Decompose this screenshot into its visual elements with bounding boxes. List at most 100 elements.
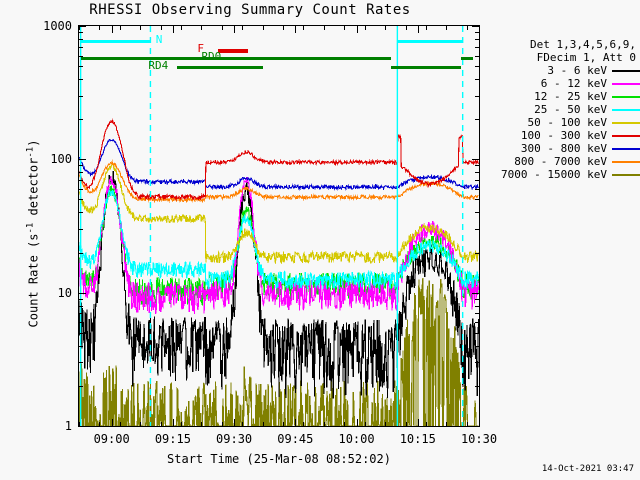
legend-item: 12 - 25 keV	[492, 90, 640, 103]
legend-item-label: 7000 - 15000 keV	[501, 168, 607, 181]
legend-item-label: 300 - 800 keV	[520, 142, 607, 155]
y-tick-label: 100	[50, 152, 72, 167]
legend-color-swatch	[612, 160, 640, 163]
x-tick-minor-top	[283, 26, 285, 30]
page-title: RHESSI Observing Summary Count Rates	[89, 2, 411, 18]
legend-item: 300 - 800 keV	[492, 142, 640, 155]
y-tick-minor-right	[475, 362, 479, 364]
x-tick-major	[295, 419, 297, 426]
y-tick-minor	[79, 362, 83, 364]
x-tick-minor-top	[181, 26, 183, 30]
y-tick-minor	[79, 66, 83, 68]
x-tick-minor-top	[201, 26, 203, 30]
series-line	[79, 159, 479, 204]
legend-header-line-2: FDecim 1, Att 0	[536, 51, 636, 64]
x-tick-major-top	[172, 26, 174, 33]
y-tick-minor-right	[475, 298, 479, 300]
x-tick-minor	[466, 422, 468, 426]
legend-header-line-1: Det 1,3,4,5,6,9,	[530, 38, 636, 51]
y-tick-minor	[79, 179, 83, 181]
x-tick-minor	[283, 422, 285, 426]
y-tick-minor-right	[475, 165, 479, 167]
x-tick-major	[234, 419, 236, 426]
x-tick-minor-top	[323, 26, 325, 30]
y-tick-minor	[79, 188, 83, 190]
x-tick-minor	[405, 422, 407, 426]
legend-item: 100 - 300 keV	[492, 129, 640, 142]
rd4-bar-left	[176, 66, 263, 69]
x-tick-minor	[221, 422, 223, 426]
legend-item-label: 25 - 50 keV	[534, 103, 607, 116]
x-tick-label: 09:30	[216, 432, 253, 446]
y-tick-minor	[79, 46, 83, 48]
x-tick-minor-top	[99, 26, 101, 30]
flare-bar	[217, 49, 249, 53]
plot-area	[79, 26, 479, 426]
y-tick-minor	[79, 95, 83, 97]
legend-color-swatch	[612, 82, 640, 85]
legend-item: 3 - 6 keV	[492, 64, 640, 77]
y-tick-major	[79, 426, 86, 427]
x-tick-minor	[385, 422, 387, 426]
y-tick-minor	[79, 38, 83, 40]
legend-item: 6 - 12 keV	[492, 77, 640, 90]
y-tick-minor-right	[475, 172, 479, 174]
flare-label: F	[197, 42, 204, 55]
x-tick-minor	[364, 422, 366, 426]
series-line	[79, 138, 479, 192]
x-tick-minor	[119, 422, 121, 426]
y-tick-minor	[79, 119, 83, 121]
x-tick-minor	[262, 422, 264, 426]
x-tick-major-top	[295, 26, 297, 33]
x-tick-label: 09:00	[93, 432, 130, 446]
y-tick-minor-right	[475, 229, 479, 231]
legend-item-label: 6 - 12 keV	[540, 77, 607, 90]
y-tick-minor-right	[475, 313, 479, 315]
rd0-bar-left	[80, 57, 392, 60]
x-tick-major	[172, 419, 174, 426]
y-tick-minor	[79, 345, 83, 347]
x-tick-label: 09:45	[277, 432, 314, 446]
night-label: N	[155, 33, 163, 46]
rd4-label: RD4	[148, 59, 169, 72]
render-timestamp: 14-Oct-2021 03:47	[541, 464, 634, 474]
x-tick-minor-top	[242, 26, 244, 30]
x-tick-minor-top	[160, 26, 162, 30]
y-tick-minor	[79, 385, 83, 387]
x-tick-minor-top	[79, 26, 80, 30]
legend-item-label: 3 - 6 keV	[547, 64, 607, 77]
legend-color-swatch	[612, 134, 640, 137]
x-tick-major	[111, 419, 113, 426]
x-tick-minor-top	[446, 26, 448, 30]
x-tick-minor-top	[303, 26, 305, 30]
x-tick-major	[479, 419, 480, 426]
legend: Det 1,3,4,5,6,9, FDecim 1, Att 0 3 - 6 k…	[492, 38, 640, 181]
legend-item: 800 - 7000 keV	[492, 155, 640, 168]
legend-color-swatch	[612, 121, 640, 124]
legend-item-label: 12 - 25 keV	[534, 90, 607, 103]
legend-item-label: 50 - 100 keV	[527, 116, 607, 129]
y-tick-minor	[79, 298, 83, 300]
y-tick-minor	[79, 32, 83, 34]
y-tick-minor	[79, 305, 83, 307]
y-tick-minor-right	[475, 332, 479, 334]
x-tick-label: 10:30	[460, 432, 498, 446]
legend-item-label: 100 - 300 keV	[520, 129, 607, 142]
y-tick-major	[79, 26, 86, 27]
y-tick-minor	[79, 313, 83, 315]
y-tick-minor	[79, 165, 83, 167]
x-tick-major-top	[234, 26, 236, 33]
y-tick-minor	[79, 172, 83, 174]
x-tick-minor-top	[221, 26, 223, 30]
y-tick-major	[79, 292, 86, 294]
legend-color-swatch	[612, 147, 640, 150]
y-tick-minor-right	[475, 66, 479, 68]
x-tick-minor-top	[364, 26, 366, 30]
x-tick-minor	[181, 422, 183, 426]
y-tick-label: 1000	[43, 19, 72, 33]
x-tick-minor	[425, 422, 427, 426]
series-line	[79, 188, 479, 290]
x-tick-minor	[160, 422, 162, 426]
y-axis-title: Count Rate (s-1 detector-1)	[25, 139, 41, 328]
y-tick-label: 10	[57, 285, 72, 300]
